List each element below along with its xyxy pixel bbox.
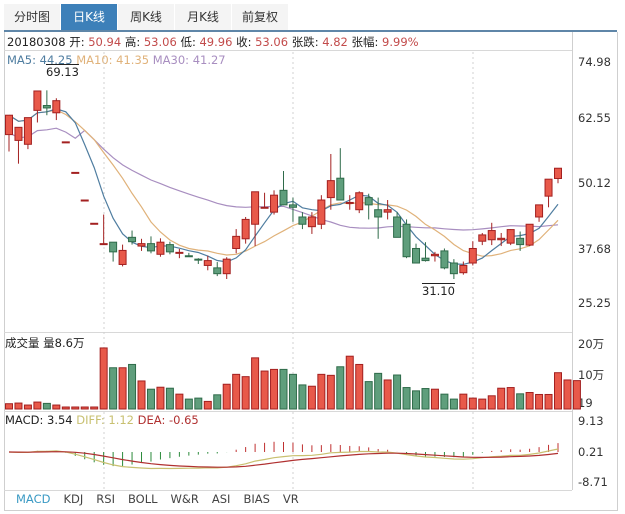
info-pct-label: 张幅: [351, 35, 379, 49]
ma5-label: MA5: 44.25 [7, 53, 73, 67]
price-tick: 25.25 [578, 296, 611, 310]
macd-bottom-divider [4, 490, 572, 491]
indicator-tab-macd[interactable]: MACD [16, 492, 51, 506]
dea-value: DEA: -0.65 [137, 413, 199, 427]
price-tick: 62.55 [578, 111, 611, 125]
ma30-label: MA30: 41.27 [152, 53, 226, 67]
price-tick: 74.98 [578, 55, 611, 69]
info-divider [4, 50, 572, 51]
info-high-label: 高: [124, 35, 141, 49]
tab-weekly-k[interactable]: 周K线 [118, 4, 175, 30]
info-change-label: 张跌: [291, 35, 319, 49]
volume-macd-divider [4, 411, 572, 412]
chart-frame [4, 32, 618, 511]
macd-legend: MACD: 3.54 DIFF: 1.12 DEA: -0.65 [5, 413, 199, 427]
indicator-tab-kdj[interactable]: KDJ [63, 492, 84, 506]
tab-monthly-k[interactable]: 月K线 [175, 4, 232, 30]
info-low-label: 低: [180, 35, 196, 49]
price-tick: 50.12 [578, 176, 611, 190]
price-tick: 37.68 [578, 242, 611, 256]
info-change: 4.82 [322, 35, 348, 49]
ohlc-info-bar: 20180308 开: 50.94 高: 53.06 低: 49.96 收: 5… [7, 34, 419, 50]
volume-tick: 10万 [578, 368, 605, 382]
indicator-tab-rsi[interactable]: RSI [96, 492, 115, 506]
indicator-tab-boll[interactable]: BOLL [127, 492, 158, 506]
price-volume-divider [4, 332, 572, 333]
info-close: 53.06 [255, 35, 289, 49]
macd-tick: -8.71 [578, 475, 608, 489]
indicator-tabs: MACD KDJ RSI BOLL W&R ASI BIAS VR [16, 492, 312, 506]
tab-intraday[interactable]: 分时图 [4, 4, 61, 30]
indicator-tab-bias[interactable]: BIAS [243, 492, 270, 506]
macd-tick: 0.21 [578, 445, 604, 459]
indicator-tab-asi[interactable]: ASI [211, 492, 231, 506]
volume-tick: 19 [578, 396, 593, 410]
info-open-label: 开: [69, 35, 85, 49]
tab-daily-k[interactable]: 日K线 [61, 4, 118, 30]
indicator-tab-wr[interactable]: W&R [170, 492, 199, 506]
macd-value: MACD: 3.54 [5, 413, 73, 427]
low-annotation: 31.10 [422, 284, 455, 298]
indicator-tab-vr[interactable]: VR [282, 492, 299, 506]
high-annotation: 69.13 [46, 65, 79, 79]
info-low: 49.96 [199, 35, 233, 49]
period-tabs: 分时图 日K线 周K线 月K线 前复权 [4, 4, 289, 30]
info-close-label: 收: [236, 35, 252, 49]
macd-tick: 9.13 [578, 414, 604, 428]
info-date: 20180308 [7, 35, 66, 49]
volume-title: 成交量 量8.6万 [5, 336, 85, 350]
tab-underline [4, 30, 617, 32]
ma10-label: MA10: 41.35 [76, 53, 150, 67]
diff-value: DIFF: 1.12 [76, 413, 134, 427]
volume-tick: 20万 [578, 337, 605, 351]
y-axis-line [572, 32, 573, 490]
ma-legend: MA5: 44.25 MA10: 41.35 MA30: 41.27 [7, 53, 226, 67]
info-pct: 9.99% [382, 35, 419, 49]
info-high: 53.06 [143, 35, 177, 49]
info-open: 50.94 [88, 35, 122, 49]
tab-forward-adjust[interactable]: 前复权 [232, 4, 289, 30]
